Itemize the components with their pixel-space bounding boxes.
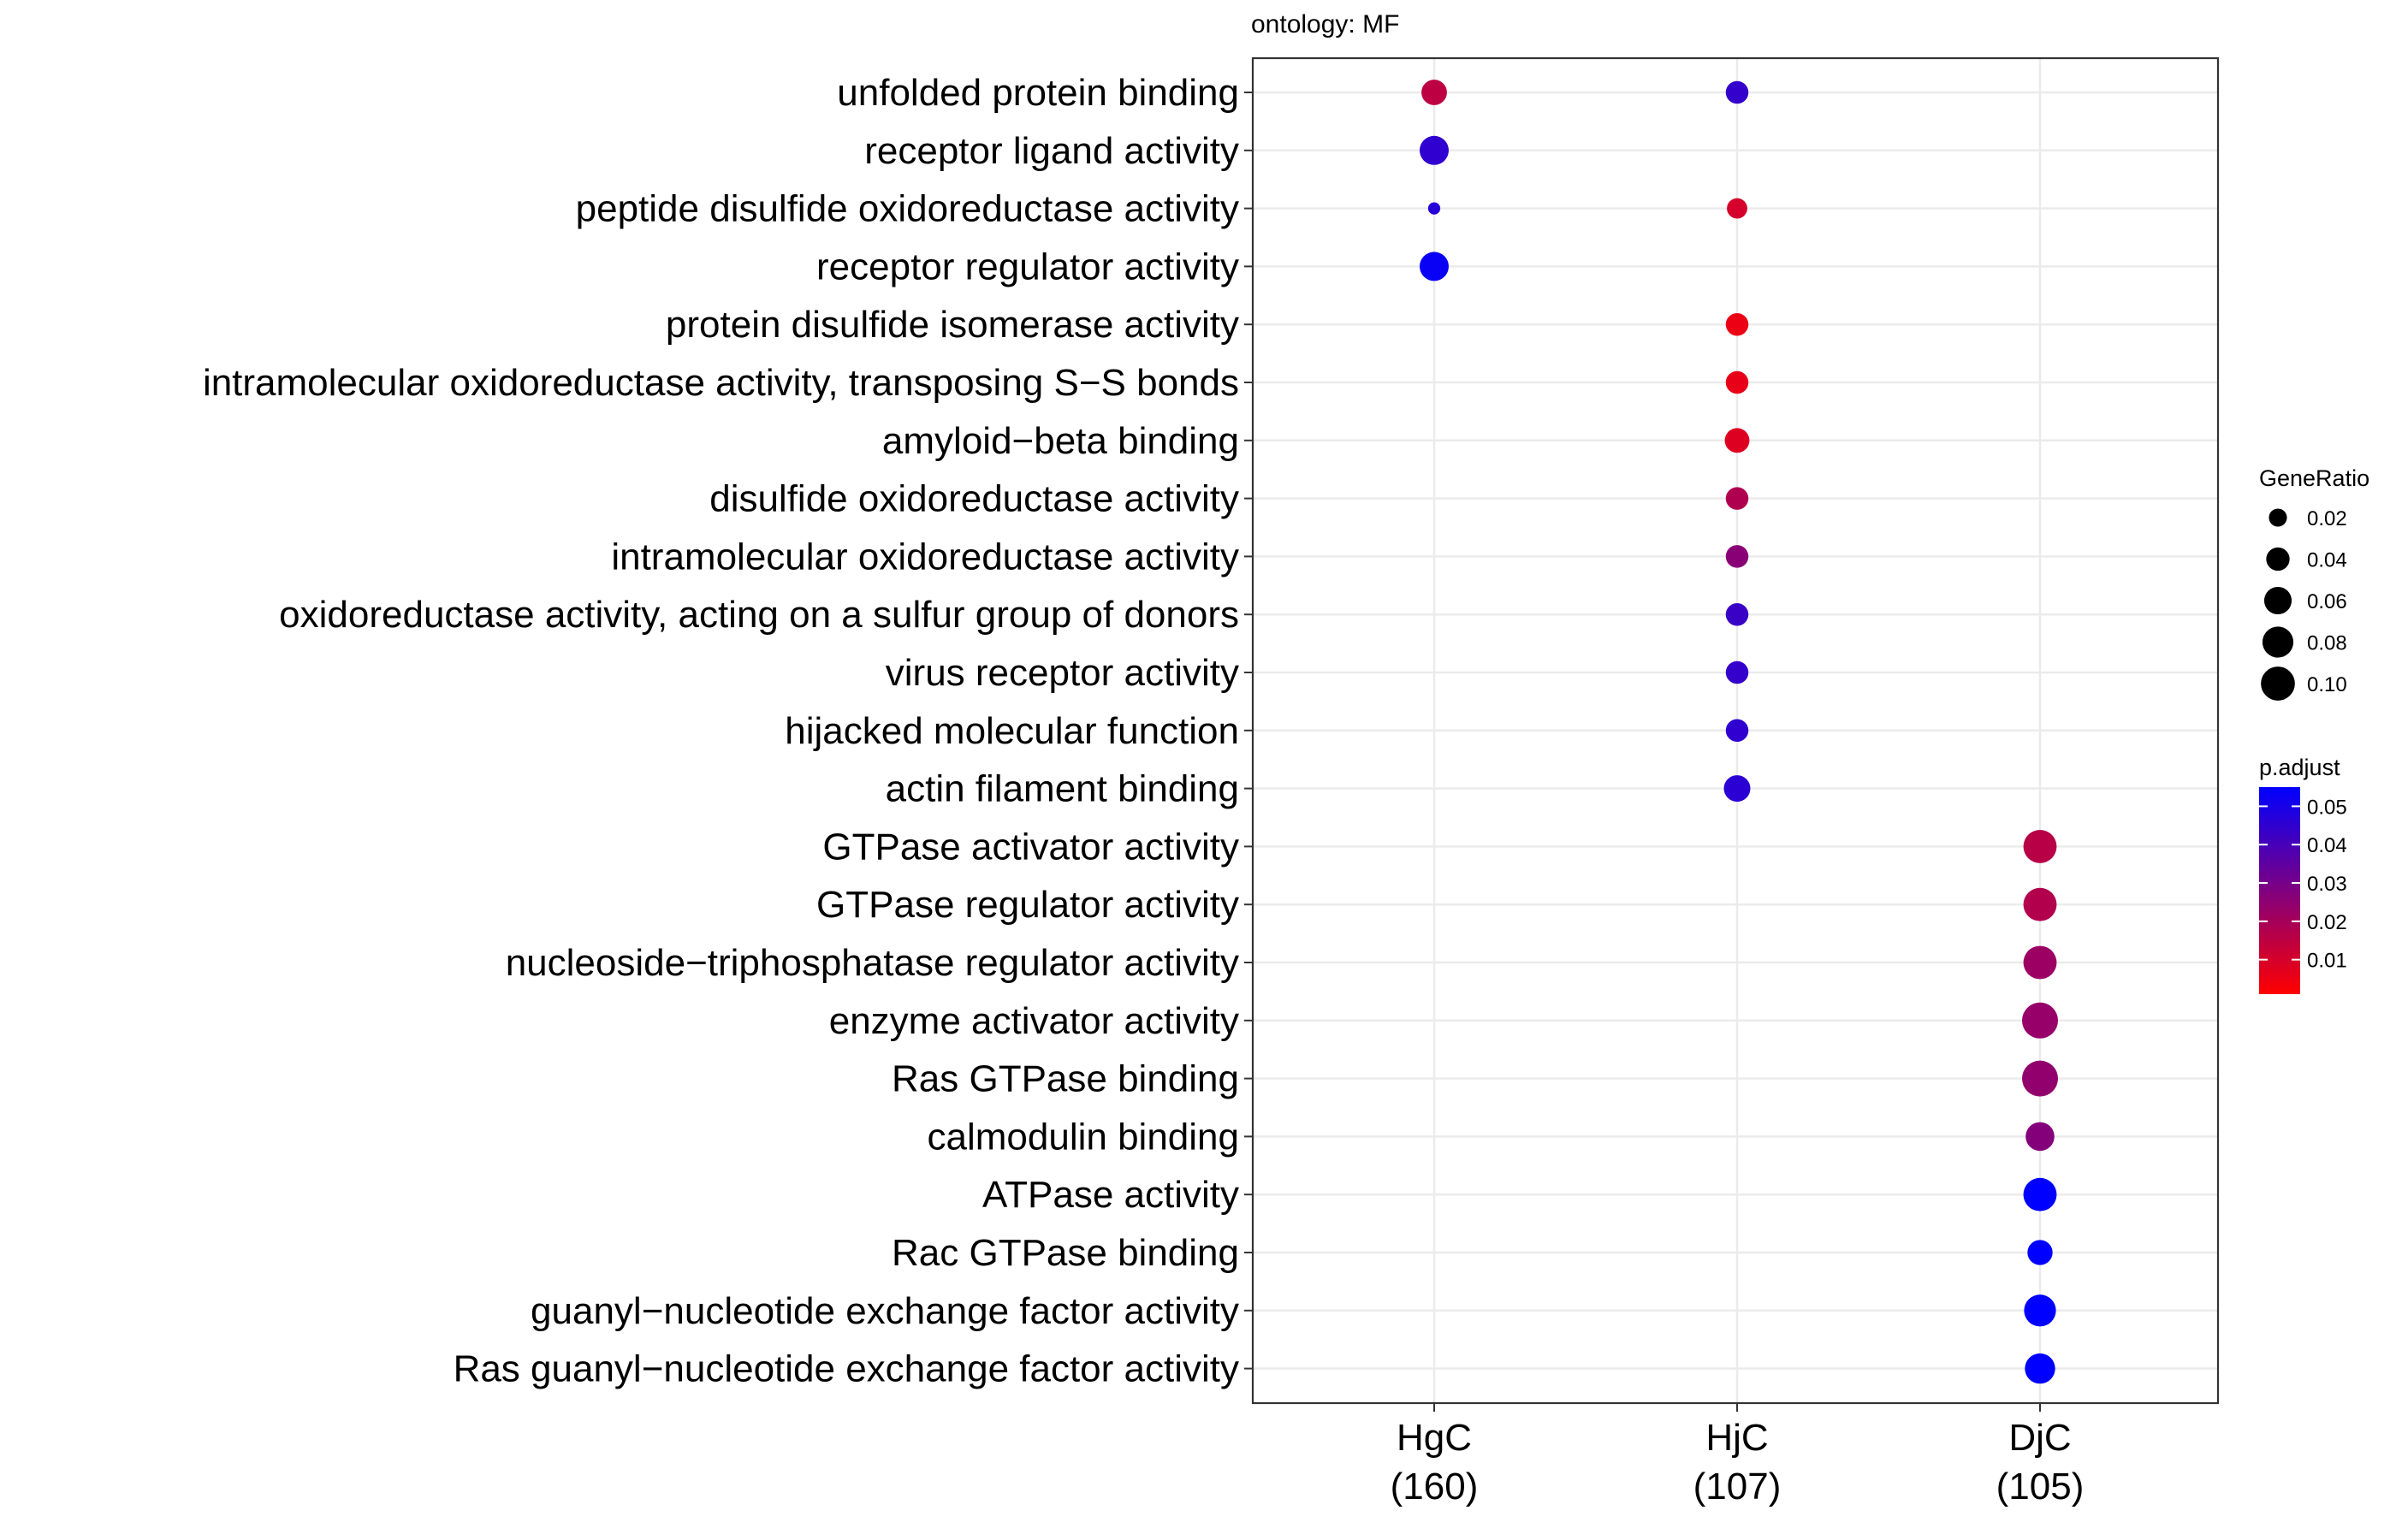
y-tick-label: unfolded protein binding: [837, 72, 1239, 114]
color-legend-label: 0.03: [2307, 873, 2347, 896]
data-point: [1420, 252, 1449, 281]
y-tick-label: virus receptor activity: [886, 652, 1239, 694]
y-tick-label: ATPase activity: [982, 1174, 1239, 1216]
y-tick-label: intramolecular oxidoreductase activity, …: [203, 362, 1239, 404]
data-point: [1724, 428, 1750, 453]
size-legend-label: 0.08: [2307, 632, 2347, 655]
size-legend-dot: [2266, 547, 2290, 572]
data-point: [1725, 602, 1749, 626]
data-point: [1427, 202, 1441, 215]
y-tick-label: amyloid−beta binding: [882, 420, 1239, 462]
size-legend-label: 0.10: [2307, 673, 2347, 696]
data-point: [1727, 198, 1747, 219]
size-legend-label: 0.02: [2307, 507, 2347, 530]
data-point: [1421, 80, 1447, 105]
y-tick-label: guanyl−nucleotide exchange factor activi…: [531, 1290, 1239, 1332]
x-tick-label: HgC: [1397, 1417, 1472, 1459]
data-point: [1725, 545, 1749, 568]
y-tick-label: oxidoreductase activity, acting on a sul…: [279, 594, 1239, 636]
data-point: [1723, 775, 1751, 803]
x-tick-count: (160): [1391, 1466, 1479, 1507]
y-tick-label: Ras guanyl−nucleotide exchange factor ac…: [454, 1348, 1239, 1390]
y-tick-label: hijacked molecular function: [785, 710, 1239, 752]
y-tick-label: enzyme activator activity: [829, 1000, 1239, 1042]
y-tick-label: actin filament binding: [886, 768, 1239, 810]
chart-subtitle: ontology: MF: [1251, 10, 1399, 38]
p-adjust-legend-title: p.adjust: [2259, 755, 2340, 780]
size-legend-dot: [2262, 626, 2294, 658]
x-tick-label: DjC: [2008, 1417, 2071, 1459]
data-point: [2025, 1122, 2055, 1152]
y-tick-label: disulfide oxidoreductase activity: [709, 478, 1239, 520]
data-point: [2023, 1177, 2057, 1211]
data-point: [1725, 660, 1749, 684]
p-adjust-colorbar: [2259, 787, 2300, 994]
data-point: [2025, 1353, 2055, 1384]
y-tick-label: intramolecular oxidoreductase activity: [611, 536, 1239, 578]
y-axis: unfolded protein binding receptor ligand …: [203, 72, 1253, 1390]
y-tick-label: nucleoside−triphosphatase regulator acti…: [506, 942, 1239, 984]
color-legend-label: 0.01: [2307, 950, 2347, 973]
data-point: [2023, 829, 2057, 863]
color-legend-label: 0.02: [2307, 911, 2347, 934]
size-legend-label: 0.04: [2307, 549, 2347, 572]
x-tick-label: HjC: [1705, 1417, 1768, 1459]
y-tick-label: calmodulin binding: [928, 1116, 1239, 1158]
gene-ratio-legend: GeneRatio 0.02 0.04 0.06 0.08 0.10: [2259, 465, 2369, 701]
y-tick-label: protein disulfide isomerase activity: [666, 304, 1239, 346]
data-point: [1725, 312, 1749, 336]
data-point: [2024, 1294, 2056, 1327]
gene-ratio-legend-title: GeneRatio: [2259, 465, 2369, 491]
y-tick-label: Rac GTPase binding: [892, 1232, 1239, 1274]
y-tick-label: GTPase activator activity: [822, 826, 1239, 868]
data-point: [2023, 887, 2057, 921]
p-adjust-legend: p.adjust 0.01 0.02 0.03 0.04 0.05: [2259, 755, 2347, 994]
y-tick-label: receptor regulator activity: [816, 246, 1239, 287]
data-point: [1725, 487, 1749, 510]
data-point: [2027, 1240, 2053, 1265]
x-tick-count: (105): [1996, 1466, 2085, 1507]
y-tick-label: GTPase regulator activity: [816, 884, 1239, 926]
size-legend-dot: [2268, 508, 2287, 527]
x-axis: HgC (160) HjC (107) DjC (105): [1391, 1403, 2085, 1507]
data-point: [2022, 1060, 2058, 1097]
data-point: [1725, 719, 1749, 743]
size-legend-label: 0.06: [2307, 590, 2347, 613]
color-legend-label: 0.04: [2307, 834, 2347, 857]
data-point: [2023, 945, 2057, 980]
y-tick-label: Ras GTPase binding: [892, 1058, 1239, 1100]
size-legend-dot: [2261, 666, 2295, 701]
data-point: [2022, 1002, 2058, 1039]
y-tick-label: receptor ligand activity: [864, 130, 1239, 172]
x-tick-count: (107): [1693, 1466, 1782, 1507]
data-point: [1725, 80, 1749, 104]
data-point: [1725, 370, 1749, 394]
y-tick-label: peptide disulfide oxidoreductase activit…: [576, 188, 1239, 230]
color-legend-label: 0.05: [2307, 796, 2347, 819]
size-legend-dot: [2263, 586, 2292, 615]
points-layer: [1420, 80, 2058, 1384]
data-point: [1420, 135, 1449, 165]
